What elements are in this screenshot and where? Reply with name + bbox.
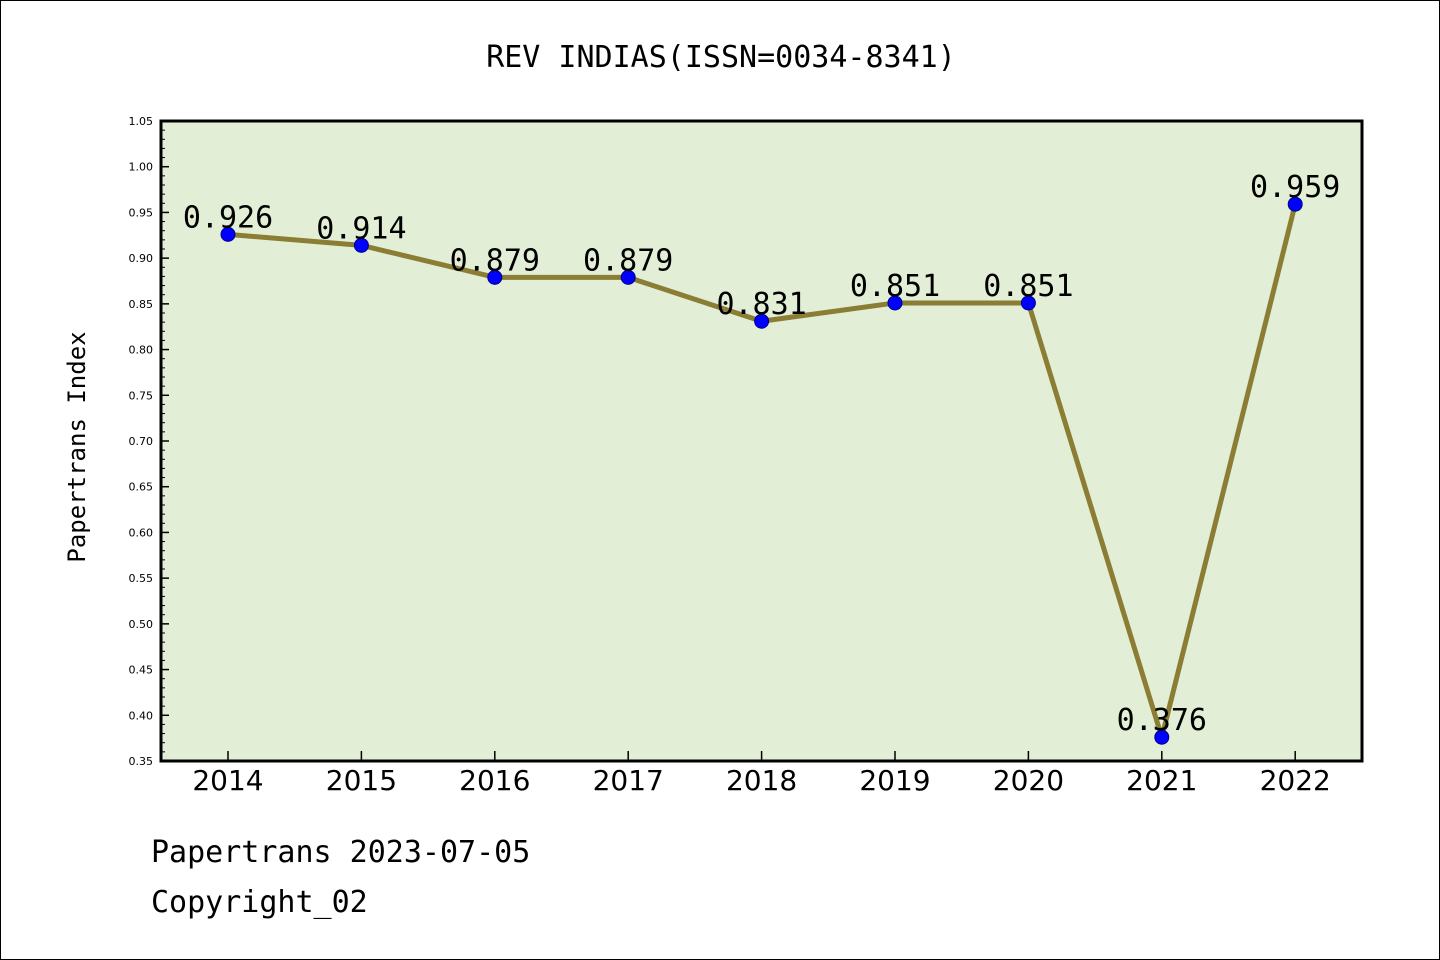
x-tick-label: 2015 — [326, 764, 397, 797]
data-point — [754, 313, 770, 329]
plot-area — [161, 121, 1362, 761]
data-value-label: 0.914 — [316, 211, 406, 246]
data-value-label: 0.831 — [716, 287, 806, 322]
y-axis-label: Papertrans Index — [63, 331, 91, 562]
data-point — [353, 237, 369, 253]
data-value-label: 0.879 — [450, 243, 540, 278]
x-tick-label: 2022 — [1260, 764, 1331, 797]
data-point — [487, 269, 503, 285]
y-tick-label: 0.45 — [129, 664, 154, 677]
y-tick-label: 0.35 — [129, 755, 154, 768]
data-labels: 0.926 0.914 0.879 0.879 0.831 0.851 0.851 0.376… — [183, 170, 1341, 738]
data-value-label: 0.879 — [583, 243, 673, 278]
footer-date-line: Papertrans 2023-07-05 — [151, 835, 531, 870]
data-point — [1287, 196, 1303, 212]
data-point — [220, 226, 236, 242]
chart-title: REV INDIAS(ISSN=0034-8341) — [486, 40, 956, 75]
y-tick-label: 0.70 — [129, 435, 154, 448]
y-tick-label: 0.95 — [129, 206, 154, 219]
data-markers — [220, 196, 1303, 745]
data-value-label: 0.376 — [1117, 703, 1207, 738]
y-tick-label: 0.40 — [129, 709, 154, 722]
data-value-label: 0.926 — [183, 200, 273, 235]
x-tick-label: 2019 — [859, 764, 930, 797]
footer-copyright-line: Copyright_02 — [151, 885, 368, 920]
x-axis-ticks: 2014 2015 2016 2017 2018 2019 2020 2021 2022 — [192, 751, 1331, 797]
x-tick-label: 2017 — [593, 764, 664, 797]
x-tick-label: 2014 — [192, 764, 263, 797]
data-point — [1020, 295, 1036, 311]
data-point — [620, 269, 636, 285]
y-tick-label: 0.90 — [129, 252, 154, 265]
y-tick-label: 1.00 — [129, 161, 154, 174]
x-tick-label: 2020 — [993, 764, 1064, 797]
y-tick-label: 0.80 — [129, 344, 154, 357]
data-value-label: 0.851 — [983, 269, 1073, 304]
y-tick-label: 0.50 — [129, 618, 154, 631]
plot-border — [159, 119, 1364, 763]
x-tick-label: 2021 — [1126, 764, 1197, 797]
x-tick-label: 2018 — [726, 764, 797, 797]
y-tick-label: 0.65 — [129, 481, 154, 494]
data-value-label: 0.851 — [850, 269, 940, 304]
y-tick-label: 0.75 — [129, 389, 154, 402]
data-point — [1154, 729, 1170, 745]
y-tick-label: 0.60 — [129, 526, 154, 539]
data-value-label: 0.959 — [1250, 170, 1340, 205]
y-axis-ticks: 0.35 0.40 0.45 0.50 0.55 0.60 0.65 0.70 0.75 0.80… — [129, 115, 169, 768]
x-tick-label: 2016 — [459, 764, 530, 797]
y-tick-label: 0.55 — [129, 572, 154, 585]
y-tick-label: 0.85 — [129, 298, 154, 311]
data-point — [887, 295, 903, 311]
y-tick-label: 1.05 — [129, 115, 154, 128]
